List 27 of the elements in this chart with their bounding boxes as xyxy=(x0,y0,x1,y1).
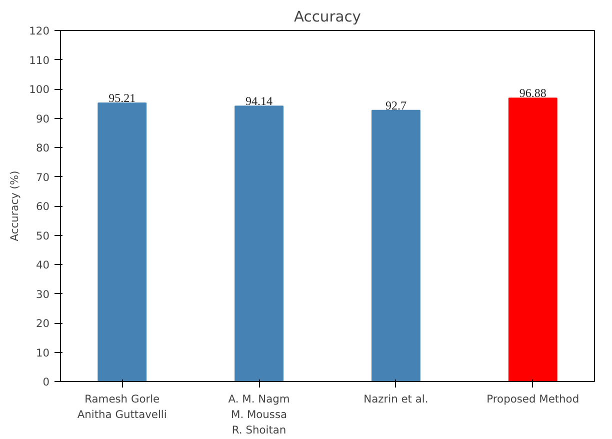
bar xyxy=(98,102,147,382)
y-tick-label: 100 xyxy=(29,83,50,96)
y-tick-label: 60 xyxy=(36,200,50,213)
chart-title: Accuracy xyxy=(294,8,362,26)
y-tick-label: 0 xyxy=(42,376,50,388)
x-tick-label: Ramesh Gorle Anitha Guttavelli xyxy=(77,392,167,422)
bar xyxy=(234,106,284,382)
y-tick-label: 90 xyxy=(36,112,50,126)
y-tick-label: 110 xyxy=(29,54,50,67)
data-label: 92.7 xyxy=(385,98,406,112)
y-tick-label: 70 xyxy=(36,170,50,184)
x-tick-label: Nazrin et al. xyxy=(364,392,428,406)
y-tick-label: 20 xyxy=(36,317,50,330)
y-tick-label: 40 xyxy=(36,258,50,272)
bar xyxy=(372,110,420,382)
y-tick-label: 120 xyxy=(29,24,50,38)
data-label: 95.21 xyxy=(108,91,136,106)
y-axis-title: Accuracy (%) xyxy=(8,170,22,242)
y-tick-label: 80 xyxy=(36,142,50,154)
x-tick-label: Proposed Method xyxy=(486,392,580,406)
bar xyxy=(508,98,558,382)
y-tick-label: 10 xyxy=(36,346,50,360)
x-tick-label: A. M. Nagm M. Moussa R. Shoitan xyxy=(228,392,290,437)
data-label: 96.88 xyxy=(519,86,546,100)
y-tick-label: 50 xyxy=(36,229,50,242)
y-tick-label: 30 xyxy=(36,288,50,301)
data-label: 94.14 xyxy=(246,94,273,108)
